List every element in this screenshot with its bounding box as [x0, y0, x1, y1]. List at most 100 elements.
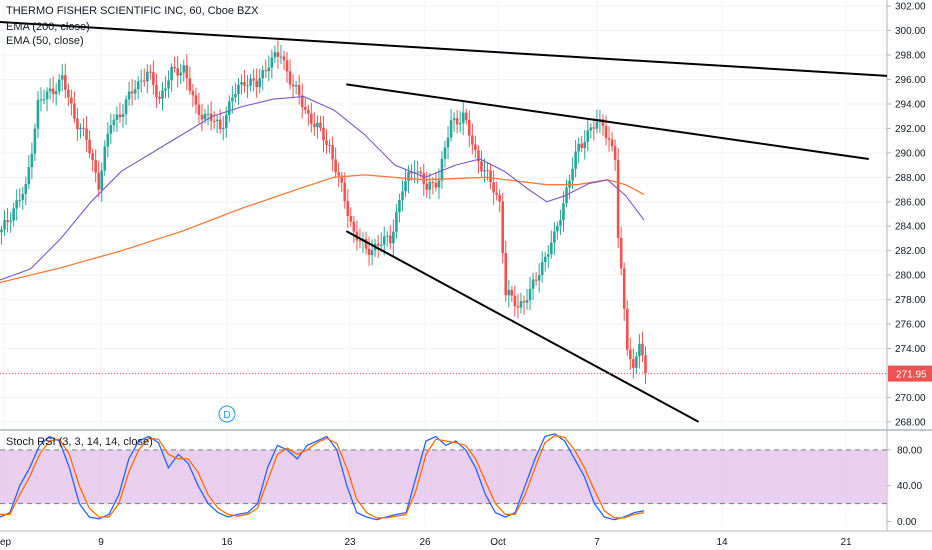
candle-body — [294, 85, 298, 87]
last-price-tag — [888, 365, 932, 382]
candle-body — [164, 88, 167, 91]
candle-body — [316, 122, 319, 127]
candle-body — [382, 236, 386, 245]
candle-body — [118, 114, 122, 118]
ema200-legend[interactable]: EMA (200, close) — [6, 21, 90, 33]
time-tick-label: 26 — [419, 537, 431, 548]
candle-body — [510, 289, 514, 296]
candle-body — [434, 182, 438, 188]
ema50-legend[interactable]: EMA (50, close) — [6, 35, 84, 47]
candle-body — [155, 84, 158, 97]
candle-body — [571, 168, 574, 181]
price-tick-label: 276.00 — [895, 320, 926, 331]
candle-body — [149, 71, 152, 73]
candle-body — [300, 95, 304, 107]
candle-body — [188, 78, 192, 91]
candle-body — [331, 145, 334, 160]
candle-body — [635, 356, 638, 368]
candle-body — [492, 182, 495, 193]
candle-body — [607, 138, 611, 140]
candle-body — [142, 80, 146, 82]
candle-body — [534, 279, 538, 281]
candle-body — [537, 275, 541, 281]
candle-body — [632, 359, 635, 368]
candle-body — [410, 171, 413, 174]
candle-body — [100, 170, 104, 190]
candle-body — [546, 254, 550, 257]
candle-body — [319, 122, 322, 128]
candle-body — [224, 114, 228, 128]
candle-body — [407, 171, 410, 182]
candle-body — [528, 288, 532, 301]
candle-body — [619, 237, 623, 269]
candle-body — [234, 94, 237, 98]
candle-body — [79, 127, 82, 130]
candle-body — [127, 91, 131, 100]
candle-body — [540, 262, 544, 276]
candle-body — [67, 89, 70, 98]
candle-body — [562, 203, 565, 221]
candle-body — [85, 128, 88, 140]
candle-body — [616, 159, 620, 238]
candle-body — [458, 123, 462, 125]
candle-body — [191, 90, 195, 96]
candle-body — [398, 199, 401, 213]
candle-body — [182, 65, 186, 73]
candle-body — [334, 159, 337, 173]
candle-body — [97, 172, 101, 190]
candle-body — [358, 240, 362, 242]
candle-body — [297, 85, 301, 96]
ema200-line — [0, 174, 645, 284]
candle-body — [498, 194, 501, 202]
candle-body — [583, 141, 587, 148]
osc-tick-label: 0.00 — [897, 517, 917, 528]
stoch-k-line — [0, 433, 645, 521]
candle-body — [273, 52, 277, 58]
candle-body — [580, 143, 583, 148]
price-tick-label: 270.00 — [895, 393, 926, 404]
candle-body — [243, 82, 246, 86]
candle-body — [455, 118, 459, 125]
time-tick-label: 7 — [594, 537, 600, 548]
candle-body — [556, 225, 559, 232]
candle-body — [486, 170, 489, 172]
candle-body — [197, 104, 201, 115]
candle-body — [139, 80, 143, 82]
candle-body — [109, 125, 113, 134]
candle-body — [76, 118, 79, 130]
candle-body — [228, 101, 231, 115]
price-tick-label: 268.00 — [895, 417, 926, 428]
candle-body — [252, 78, 255, 81]
candle-body — [42, 99, 46, 101]
candle-body — [471, 135, 474, 145]
candle-body — [641, 343, 644, 356]
price-tick-label: 298.00 — [895, 51, 926, 62]
candle-body — [513, 295, 517, 307]
candle-body — [261, 70, 265, 79]
candle-body — [63, 75, 67, 90]
candle-body — [313, 124, 316, 127]
last-price-tag-label: 271.95 — [896, 370, 927, 381]
candle-body — [404, 181, 407, 192]
candle-body — [644, 355, 647, 374]
candle-body — [82, 127, 85, 129]
candle-body — [12, 208, 15, 221]
stoch-rsi-legend[interactable]: Stoch RSI (3, 3, 14, 14, close) — [6, 436, 153, 448]
candle-body — [288, 71, 292, 85]
candle-body — [176, 68, 179, 76]
price-tick-label: 300.00 — [895, 26, 926, 37]
candle-body — [106, 133, 110, 147]
candle-body — [543, 256, 547, 263]
candle-body — [130, 91, 134, 94]
candle-body — [136, 81, 140, 90]
candle-body — [33, 128, 37, 154]
candle-body — [249, 78, 252, 86]
candle-body — [60, 75, 64, 80]
candle-body — [146, 71, 149, 82]
candle-body — [586, 130, 590, 142]
candle-body — [507, 289, 511, 296]
price-tick-label: 278.00 — [895, 295, 926, 306]
price-tick-label: 284.00 — [895, 222, 926, 233]
candle-body — [322, 127, 325, 141]
